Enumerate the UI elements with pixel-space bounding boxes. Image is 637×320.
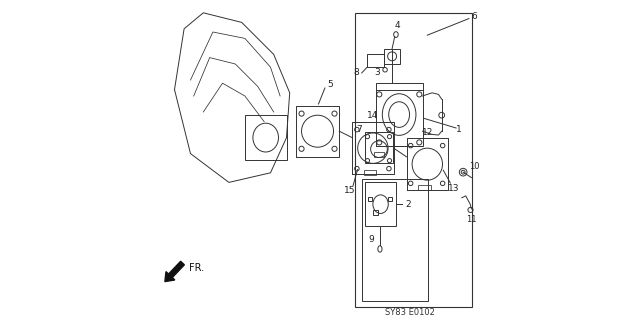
Text: SY83 E0102: SY83 E0102	[385, 308, 434, 317]
Text: 9: 9	[369, 235, 375, 244]
Bar	[384, 49, 400, 64]
Bar	[355, 13, 472, 307]
Bar	[419, 185, 431, 190]
Text: 2: 2	[406, 200, 411, 209]
Text: 4: 4	[395, 21, 401, 30]
Text: 8: 8	[354, 68, 359, 77]
Text: 12: 12	[422, 128, 433, 137]
Text: 6: 6	[471, 12, 477, 21]
Bar	[368, 197, 372, 201]
Text: 13: 13	[448, 184, 459, 193]
Bar	[245, 115, 287, 160]
Text: 5: 5	[327, 80, 333, 89]
Text: 11: 11	[466, 215, 476, 224]
Text: 10: 10	[469, 162, 480, 171]
Bar	[367, 54, 383, 67]
Bar	[365, 132, 393, 163]
Text: 1: 1	[457, 125, 462, 134]
Bar	[373, 152, 383, 157]
FancyArrow shape	[165, 261, 184, 282]
Bar	[365, 182, 396, 226]
Bar	[376, 83, 422, 146]
Text: FR.: FR.	[189, 263, 204, 273]
Text: 7: 7	[356, 125, 362, 134]
Text: 3: 3	[374, 68, 380, 77]
Bar	[364, 170, 376, 175]
Text: 15: 15	[344, 186, 355, 195]
Bar	[362, 179, 427, 301]
Text: 14: 14	[367, 111, 378, 120]
Bar	[389, 197, 392, 201]
Bar	[373, 210, 378, 215]
